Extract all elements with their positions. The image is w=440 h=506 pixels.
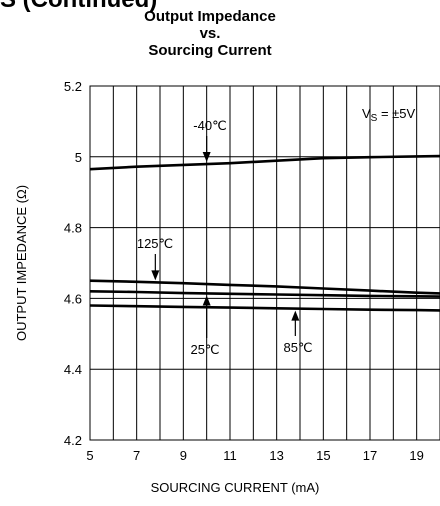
page-header: S (Continued) — [0, 0, 157, 14]
y-axis-ticks: 4.2 4.4 4.6 4.8 5 5.2 — [64, 79, 82, 448]
y-tick-label: 4.4 — [64, 362, 82, 377]
y-tick-label: 4.8 — [64, 221, 82, 236]
y-tick-label: 4.2 — [64, 433, 82, 448]
x-axis-ticks: 5 7 9 11 13 15 17 19 — [86, 448, 424, 463]
chart-title: Output Impedance vs. Sourcing Current — [102, 8, 318, 59]
series-line — [89, 304, 440, 312]
series-annotation-label: 125℃ — [137, 236, 173, 251]
supply-condition-label: VS = ±5V — [362, 106, 416, 124]
x-tick-label: 5 — [86, 448, 93, 463]
chart-grid — [90, 85, 440, 441]
series-layer — [89, 154, 440, 312]
supply-condition-sub: S — [371, 113, 378, 124]
annotation-arrow-head — [202, 295, 211, 306]
annotation-arrow-head — [151, 270, 160, 281]
plot-frame — [89, 85, 440, 441]
x-tick-label: 7 — [133, 448, 140, 463]
series-annotation-label: -40℃ — [193, 118, 226, 133]
x-tick-label: 11 — [223, 448, 237, 463]
y-tick-label: 5 — [75, 150, 82, 165]
y-tick-label: 4.6 — [64, 291, 82, 306]
annotation-arrow-head — [202, 152, 211, 163]
x-tick-label: 19 — [409, 448, 423, 463]
chart-title-line: Sourcing Current — [148, 42, 272, 59]
supply-condition-v: V — [362, 106, 371, 121]
series-line — [89, 279, 440, 295]
x-tick-label: 15 — [316, 448, 330, 463]
x-tick-label: 9 — [180, 448, 187, 463]
chart-title-line: Output Impedance — [144, 8, 276, 25]
y-axis-label: OUTPUT IMPEDANCE (Ω) — [14, 185, 29, 341]
series-line — [89, 154, 440, 171]
annotation-arrow-head — [291, 310, 300, 321]
x-tick-label: 13 — [269, 448, 283, 463]
annotation-layer: -40℃ 125℃ 25℃ 85℃ — [137, 118, 313, 357]
supply-condition-value: = ±5V — [377, 106, 415, 121]
chart-title-line: vs. — [199, 25, 221, 42]
x-tick-label: 17 — [363, 448, 377, 463]
series-annotation-label: 25℃ — [190, 342, 219, 357]
series-annotation-label: 85℃ — [283, 340, 312, 355]
x-axis-label: SOURCING CURRENT (mA) — [151, 480, 320, 495]
y-tick-label: 5.2 — [64, 79, 82, 94]
series-line — [89, 290, 440, 298]
